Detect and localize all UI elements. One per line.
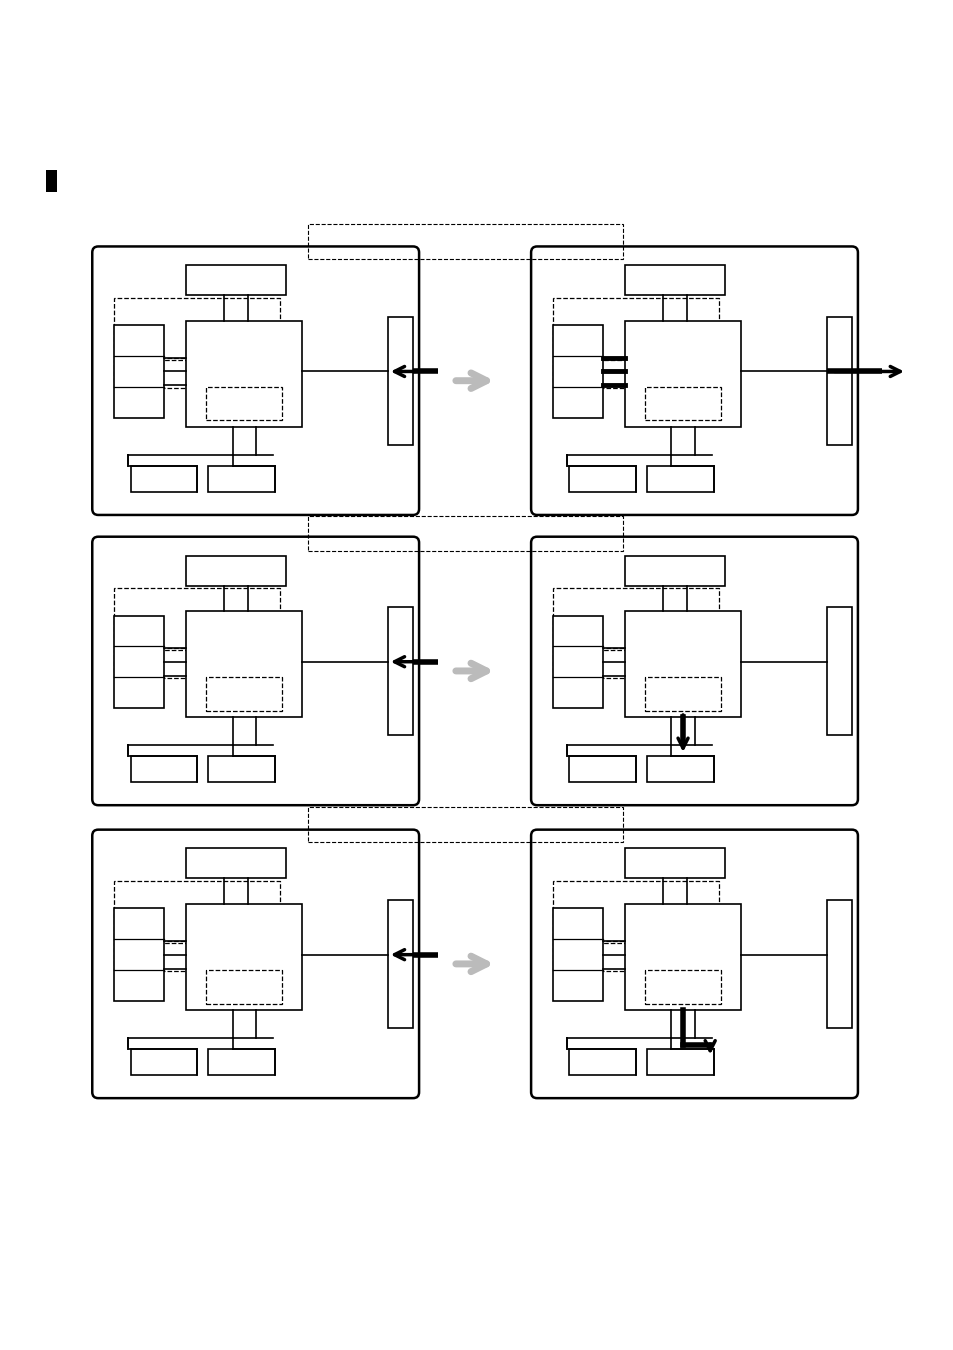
Bar (208, 1049, 274, 1075)
Bar (114, 651, 280, 678)
Bar (208, 756, 274, 782)
Bar (114, 909, 164, 1000)
Bar (826, 899, 851, 1029)
Bar (552, 651, 719, 678)
Bar (46, 170, 57, 192)
Bar (646, 1049, 713, 1075)
FancyBboxPatch shape (531, 247, 857, 514)
Bar (206, 676, 282, 710)
Bar (114, 880, 280, 941)
Bar (552, 909, 602, 1000)
Bar (388, 608, 413, 734)
Bar (826, 608, 851, 734)
Bar (552, 360, 719, 387)
Bar (114, 360, 280, 387)
Bar (569, 466, 636, 491)
Bar (206, 969, 282, 1003)
Bar (624, 556, 724, 586)
FancyBboxPatch shape (531, 830, 857, 1098)
Bar (552, 297, 719, 358)
Bar (624, 904, 740, 1010)
Bar (308, 807, 622, 842)
Bar (624, 612, 740, 717)
Bar (646, 466, 713, 491)
FancyBboxPatch shape (92, 537, 418, 805)
Bar (552, 587, 719, 648)
Bar (552, 880, 719, 941)
Bar (206, 386, 282, 420)
Bar (131, 1049, 197, 1075)
Bar (186, 556, 286, 586)
Bar (552, 616, 602, 707)
Bar (624, 266, 724, 296)
Bar (114, 616, 164, 707)
Bar (186, 612, 302, 717)
Bar (644, 386, 720, 420)
Bar (186, 904, 302, 1010)
Bar (644, 969, 720, 1003)
Bar (186, 321, 302, 427)
Bar (388, 316, 413, 446)
FancyBboxPatch shape (92, 830, 418, 1098)
Bar (308, 224, 622, 259)
Bar (186, 849, 286, 879)
Bar (552, 325, 602, 417)
Bar (646, 756, 713, 782)
Bar (114, 297, 280, 358)
Bar (624, 849, 724, 879)
Bar (552, 944, 719, 971)
Bar (114, 944, 280, 971)
Bar (569, 756, 636, 782)
Bar (131, 466, 197, 491)
FancyBboxPatch shape (531, 537, 857, 805)
FancyBboxPatch shape (92, 247, 418, 514)
Bar (114, 325, 164, 417)
Bar (624, 321, 740, 427)
Bar (388, 899, 413, 1029)
Bar (186, 266, 286, 296)
Bar (644, 676, 720, 710)
Bar (308, 516, 622, 551)
Bar (131, 756, 197, 782)
Bar (114, 587, 280, 648)
Bar (208, 466, 274, 491)
Bar (826, 316, 851, 446)
Bar (569, 1049, 636, 1075)
